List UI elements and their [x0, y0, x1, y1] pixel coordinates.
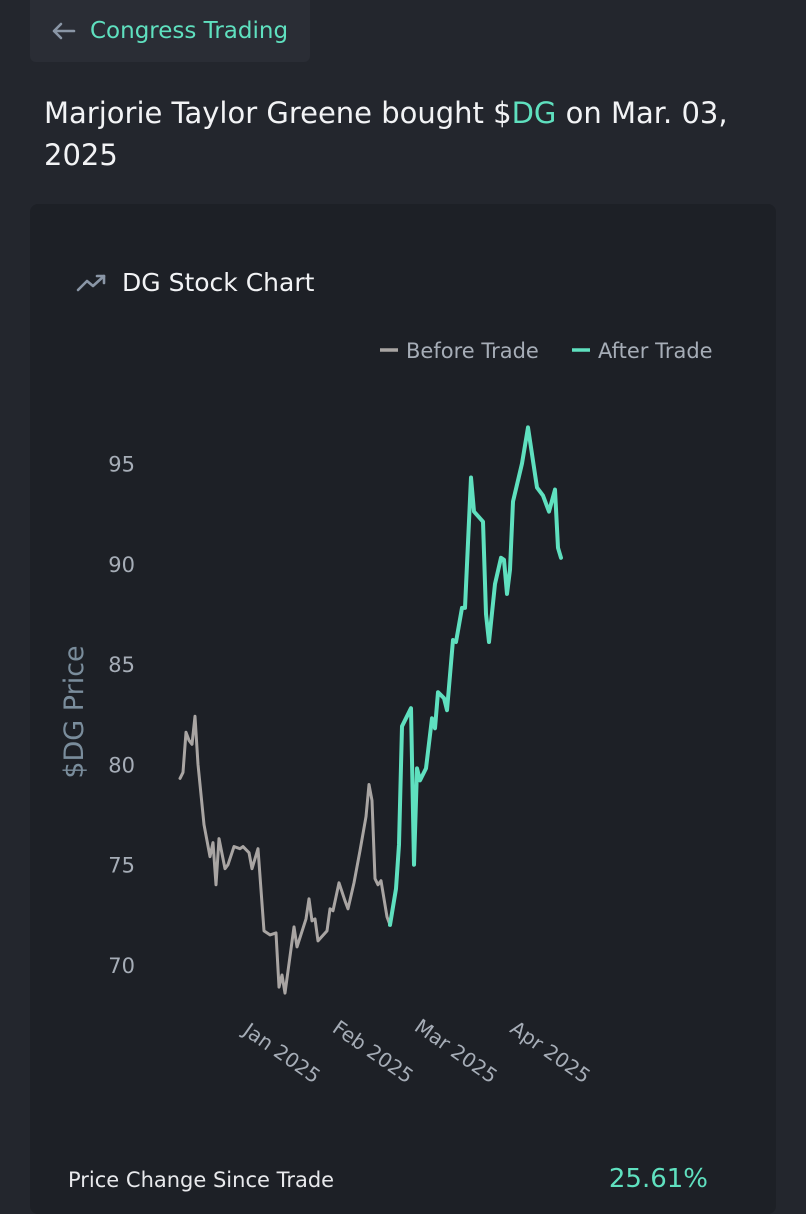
y-tick-label: 70 — [108, 954, 135, 978]
y-tick-label: 90 — [108, 553, 135, 577]
page-title: Marjorie Taylor Greene bought $DG on Mar… — [44, 92, 784, 176]
price-change-value: 25.61% — [608, 1164, 708, 1194]
y-tick-label: 95 — [108, 453, 135, 477]
trending-up-icon — [76, 274, 106, 291]
series-line-before-trade — [178, 714, 392, 995]
headline-prefix: Marjorie Taylor Greene bought $ — [44, 96, 512, 130]
series-line-after-trade — [388, 425, 563, 927]
legend-label-0: Before Trade — [406, 339, 539, 363]
y-tick-label: 80 — [108, 753, 135, 777]
y-tick-label: 75 — [108, 854, 135, 878]
x-tick-label: Mar 2025 — [410, 1014, 502, 1088]
back-button-label: Congress Trading — [90, 18, 289, 44]
chart-card-title: DG Stock Chart — [76, 268, 314, 297]
chart-card — [30, 204, 776, 1214]
y-tick-label: 85 — [108, 653, 135, 677]
chart-title: DG Stock Chart — [122, 268, 315, 297]
legend-label-1: After Trade — [598, 339, 713, 363]
headline-suffix: on Mar. 03, 2025 — [44, 96, 728, 172]
x-tick-label: Jan 2025 — [237, 1017, 325, 1088]
arrow-left-icon — [52, 22, 76, 40]
price-change-label: Price Change Since Trade — [68, 1168, 335, 1192]
y-axis-label: $DG Price — [59, 645, 90, 778]
back-button[interactable]: Congress Trading — [30, 0, 310, 62]
x-tick-label: Feb 2025 — [328, 1015, 418, 1088]
x-tick-label: Apr 2025 — [506, 1016, 595, 1088]
ticker-link[interactable]: DG — [511, 96, 557, 130]
